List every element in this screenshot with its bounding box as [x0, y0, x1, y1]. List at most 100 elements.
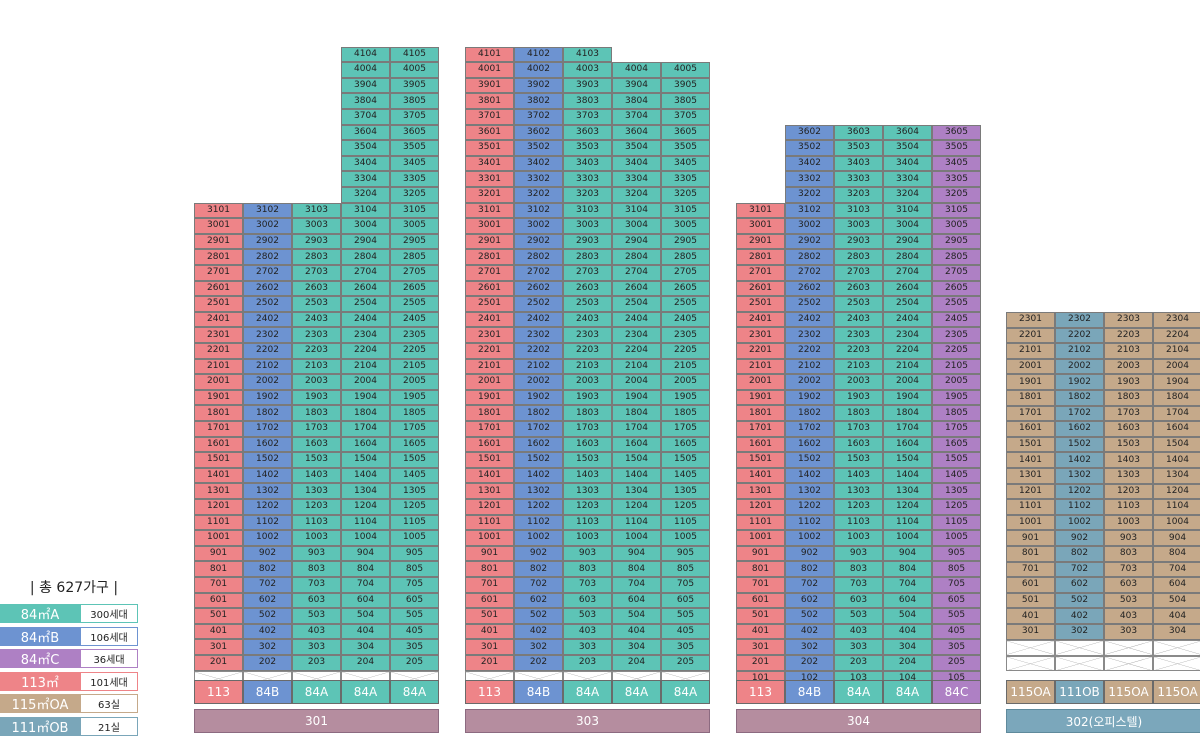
unit-304-1403: 1403	[834, 467, 883, 484]
unit-304-3104: 3104	[883, 202, 932, 219]
unit-302-1603: 1603	[1104, 421, 1153, 437]
building-name-label: 301	[194, 709, 439, 733]
unit-301-1105: 1105	[390, 514, 439, 531]
unit-304-2002: 2002	[785, 374, 834, 390]
unit-301-1604: 1604	[341, 436, 390, 453]
unit-303-4103: 4103	[563, 46, 612, 63]
legend-type-label: 84㎡A	[0, 604, 80, 623]
unit-304-2803: 2803	[834, 249, 883, 265]
unit-303-3105: 3105	[661, 202, 710, 219]
unit-304-603: 603	[834, 592, 883, 609]
legend-type-label: 113㎡	[0, 671, 80, 691]
unit-303-1702: 1702	[514, 421, 563, 437]
unit-301-2202: 2202	[243, 343, 292, 359]
unit-301-2502: 2502	[243, 296, 292, 312]
unit-304-3205: 3205	[932, 187, 981, 203]
unit-303-2703: 2703	[563, 265, 612, 281]
unit-303-1201: 1201	[465, 499, 514, 515]
unit-301-2402: 2402	[243, 311, 292, 328]
unit-303-1603: 1603	[563, 436, 612, 453]
unit-301-2805: 2805	[390, 249, 439, 265]
unit-303-3304: 3304	[612, 171, 661, 187]
unit-301-1902: 1902	[243, 389, 292, 406]
unit-304-601: 601	[736, 592, 785, 609]
unit-303-3505: 3505	[661, 140, 710, 156]
unit-303-4001: 4001	[465, 62, 514, 78]
unit-301-3103: 3103	[292, 202, 341, 219]
unit-304-502: 502	[785, 608, 834, 624]
unit-304-705: 705	[932, 577, 981, 593]
unit-301-2004: 2004	[341, 374, 390, 390]
unit-301-1101: 1101	[194, 514, 243, 531]
unit-303-2202: 2202	[514, 343, 563, 359]
unit-301-2903: 2903	[292, 233, 341, 250]
building-name-label: 302(오피스텔)	[1006, 709, 1200, 733]
unit-304-2802: 2802	[785, 249, 834, 265]
unit-302-1001: 1001	[1006, 514, 1055, 531]
unit-303-3004: 3004	[612, 218, 661, 234]
unit-304-2302: 2302	[785, 327, 834, 343]
unit-303-2305: 2305	[661, 327, 710, 343]
unit-301-1903: 1903	[292, 389, 341, 406]
unit-301-1404: 1404	[341, 467, 390, 484]
unit-301-1104: 1104	[341, 514, 390, 531]
unit-303-3103: 3103	[563, 202, 612, 219]
unit-301-3704: 3704	[341, 109, 390, 125]
unit-303-2901: 2901	[465, 233, 514, 250]
unit-301-901: 901	[194, 545, 243, 562]
unit-302-902: 902	[1055, 530, 1104, 546]
unit-304-2402: 2402	[785, 311, 834, 328]
unit-301-3605: 3605	[390, 124, 439, 141]
unit-303-1504: 1504	[612, 452, 661, 468]
unit-304-901: 901	[736, 545, 785, 562]
unit-303-3201: 3201	[465, 187, 514, 203]
unit-304-1004: 1004	[883, 530, 932, 546]
unit-304-802: 802	[785, 561, 834, 577]
unit-301-1304: 1304	[341, 483, 390, 499]
unit-303-1305: 1305	[661, 483, 710, 499]
unit-304-1703: 1703	[834, 421, 883, 437]
type-label: 84A	[834, 680, 883, 704]
unit-304-801: 801	[736, 561, 785, 577]
unit-301-1704: 1704	[341, 421, 390, 437]
type-label: 115OA	[1006, 680, 1055, 704]
unit-301-1904: 1904	[341, 389, 390, 406]
unit-301-2104: 2104	[341, 358, 390, 375]
unit-303-503: 503	[563, 608, 612, 624]
unit-301-801: 801	[194, 561, 243, 577]
unit-304-2602: 2602	[785, 280, 834, 297]
unit-301-2103: 2103	[292, 358, 341, 375]
unit-303-3403: 3403	[563, 155, 612, 172]
unit-301-1605: 1605	[390, 436, 439, 453]
unit-301-4105: 4105	[390, 46, 439, 63]
unit-303-701: 701	[465, 577, 514, 593]
unit-303-1903: 1903	[563, 389, 612, 406]
unit-302-801: 801	[1006, 546, 1055, 562]
unit-303-4004: 4004	[612, 62, 661, 78]
unit-301-2603: 2603	[292, 280, 341, 297]
unit-303-2502: 2502	[514, 296, 563, 312]
unit-304-404: 404	[883, 623, 932, 640]
legend-count: 300세대	[80, 604, 138, 623]
unit-301-1002: 1002	[243, 530, 292, 546]
unit-302-504: 504	[1153, 592, 1200, 609]
unit-304-2801: 2801	[736, 249, 785, 265]
unit-303-1401: 1401	[465, 467, 514, 484]
unit-304-1605: 1605	[932, 436, 981, 453]
unit-304-2201: 2201	[736, 343, 785, 359]
unit-303-2304: 2304	[612, 327, 661, 343]
unit-304-2104: 2104	[883, 358, 932, 375]
legend-type-label: 84㎡C	[0, 649, 80, 668]
unit-303-602: 602	[514, 592, 563, 609]
unit-302-804: 804	[1153, 546, 1200, 562]
unit-303-3601: 3601	[465, 124, 514, 141]
unit-302-1004: 1004	[1153, 514, 1200, 531]
unit-301-3905: 3905	[390, 77, 439, 94]
unit-304-1205: 1205	[932, 499, 981, 515]
unit-301-1204: 1204	[341, 499, 390, 515]
unit-301-405: 405	[390, 623, 439, 640]
unit-303-802: 802	[514, 561, 563, 577]
unit-304-1705: 1705	[932, 421, 981, 437]
unit-304-1802: 1802	[785, 405, 834, 421]
unit-303-3501: 3501	[465, 140, 514, 156]
